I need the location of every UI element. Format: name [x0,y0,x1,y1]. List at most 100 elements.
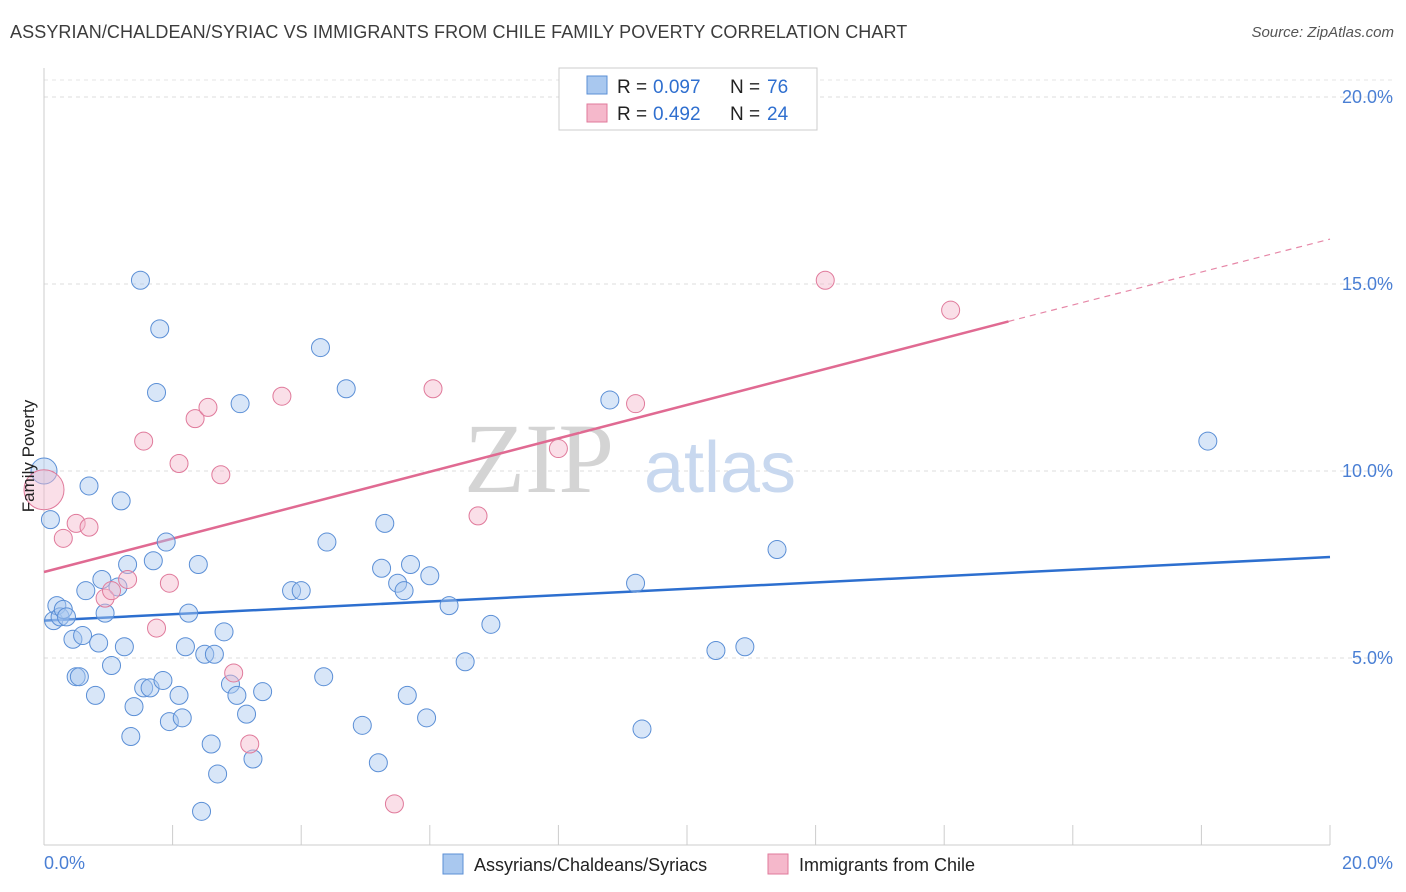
point-assyrians [69,667,89,687]
legend-r-value-1: 0.097 [653,77,701,98]
y-tick-label: 10.0% [1342,461,1393,481]
point-chile [626,394,646,414]
point-chile [423,379,443,399]
point-assyrians [439,596,459,616]
point-assyrians [214,622,234,642]
point-chile [384,794,404,814]
legend-swatch-pink [586,103,608,123]
point-assyrians [420,566,440,586]
point-chile [224,663,244,683]
chart-title: ASSYRIAN/CHALDEAN/SYRIAC VS IMMIGRANTS F… [10,22,908,42]
point-assyrians [188,555,208,574]
point-assyrians [114,637,134,657]
point-assyrians [169,685,189,705]
point-assyrians [201,734,221,754]
bottom-legend-swatch-pink [767,853,789,875]
point-assyrians [626,573,646,593]
point-chile [53,528,73,548]
tick-labels: 5.0% 10.0% 15.0% 20.0% 0.0% 20.0% [44,87,1393,873]
point-assyrians [401,555,421,574]
point-assyrians [317,532,337,552]
point-assyrians [204,644,224,664]
legend: R = 0.097 N = 76 R = 0.492 N = 24 [558,67,818,131]
watermark: ZIP atlas [464,403,796,514]
point-assyrians [44,611,64,631]
bottom-legend-label-1: Assyrians/Chaldeans/Syriacs [474,855,707,875]
point-assyrians [76,581,96,601]
point-chile [95,588,115,608]
legend-r-label-1: R = [617,77,647,98]
bottom-legend: Assyrians/Chaldeans/Syriacs Immigrants f… [442,853,975,875]
point-assyrians [153,670,173,690]
point-assyrians [282,581,302,601]
point-assyrians [73,626,93,646]
point-assyrians [47,596,67,616]
point-chile [815,270,835,290]
point-assyrians [600,390,620,410]
y-tick-label: 15.0% [1342,274,1393,294]
legend-n-value-2: 24 [767,104,789,125]
point-chile [159,573,179,593]
legend-n-label-2: N = [730,104,760,125]
point-assyrians [310,338,330,358]
point-assyrians [95,603,115,623]
point-assyrians [134,678,154,698]
point-assyrians [208,764,228,784]
point-chile [468,506,488,526]
point-assyrians [243,749,263,769]
legend-n-value-1: 76 [767,77,788,98]
point-chile [169,454,189,474]
point-assyrians [147,382,167,402]
legend-n-label-1: N = [730,77,760,98]
point-assyrians [336,379,356,399]
point-assyrians [172,708,192,728]
point-assyrians [1198,431,1218,451]
point-assyrians [368,753,388,773]
point-assyrians [89,633,109,653]
point-assyrians [195,644,215,664]
point-assyrians [143,551,163,571]
point-assyrians [124,697,144,717]
legend-r-label-2: R = [617,104,647,125]
trend-line-assyrians [43,555,1331,622]
point-chile [198,397,218,417]
point-assyrians [706,641,726,661]
point-assyrians [227,685,247,705]
point-chile [147,618,167,638]
point-chile [118,569,138,589]
point-assyrians [63,629,83,649]
point-assyrians [40,510,60,530]
axes [43,68,1331,846]
point-chile [941,300,961,320]
point-assyrians [394,581,414,601]
point-assyrians [237,704,257,724]
gridlines [44,79,1396,659]
point-chile [134,431,154,451]
point-assyrians [291,581,311,601]
trend-line-chile-extension [1008,238,1331,322]
watermark-zip: ZIP [464,403,614,514]
point-chile [66,513,86,533]
point-assyrians [417,708,437,728]
point-assyrians [79,476,99,496]
point-assyrians [175,637,195,657]
point-chile [102,581,122,601]
point-assyrians [156,532,176,552]
x-tick-label: 20.0% [1342,853,1393,873]
point-assyrians [130,270,150,290]
point-assyrians [111,491,131,511]
point-assyrians [57,607,77,627]
point-chile [272,386,292,406]
point-chile [240,734,260,754]
point-assyrians [192,801,212,821]
point-assyrians [108,577,128,597]
point-assyrians [92,569,112,589]
point-assyrians [179,603,199,623]
point-assyrians [375,513,395,533]
point-assyrians [220,674,240,694]
point-chile [79,517,99,537]
point-chile [548,439,568,459]
point-assyrians [159,712,179,732]
point-assyrians [118,555,138,574]
